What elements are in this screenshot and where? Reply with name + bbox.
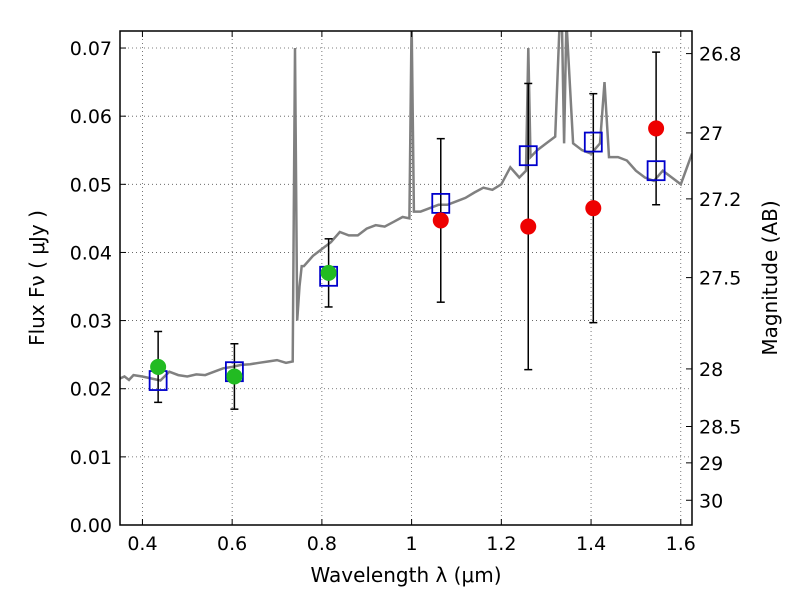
axis-ticks: 0.4 0.6 0.8 1 1.2 1.4 1.6 0.00 0.01 0.02 0.03 0.04 0…: [70, 31, 741, 555]
y-tick-label: 0.04: [70, 242, 112, 264]
errorbars: [154, 51, 661, 410]
model-square: [518, 145, 538, 167]
x-tick-label: 0.4: [127, 533, 157, 555]
y-tick-label: 0.03: [70, 311, 112, 333]
y-tick-label: 0.02: [70, 379, 112, 401]
x-axis-label: Wavelength λ (μm): [310, 563, 501, 587]
y-tick-label: 0.06: [70, 106, 112, 128]
observed-point: [226, 368, 243, 385]
right-tick-label: 29: [699, 453, 723, 475]
right-tick-label: 27.5: [699, 268, 741, 290]
right-tick-label: 28.5: [699, 417, 741, 439]
observed-point: [150, 358, 167, 375]
y-tick-label: 0.07: [70, 38, 112, 60]
observed-points: [150, 120, 665, 385]
grid: [120, 31, 692, 525]
y-tick-label: 0.00: [70, 515, 112, 537]
observed-point: [648, 120, 665, 137]
right-tick-label: 27.2: [699, 189, 741, 211]
x-tick-label: 1.4: [576, 533, 606, 555]
right-tick-label: 28: [699, 359, 723, 381]
x-tick-label: 0.6: [217, 533, 247, 555]
observed-point: [520, 218, 537, 235]
y-tick-label: 0.01: [70, 447, 112, 469]
spectrum-line: [120, 31, 692, 382]
observed-point: [320, 264, 337, 281]
observed-point: [585, 200, 602, 217]
right-tick-label: 26.8: [699, 44, 741, 66]
right-tick-label: 30: [699, 490, 723, 512]
x-tick-label: 1: [406, 533, 418, 555]
model-square: [646, 160, 666, 182]
observed-point: [432, 212, 449, 229]
model-square: [583, 131, 603, 153]
x-tick-label: 1.2: [486, 533, 516, 555]
x-tick-label: 0.8: [307, 533, 337, 555]
y-tick-label: 0.05: [70, 174, 112, 196]
right-tick-label: 27: [699, 123, 723, 145]
right-axis-label: Magnitude (AB): [758, 200, 782, 355]
model-squares: [148, 131, 666, 391]
spectrum-polyline: [120, 31, 692, 382]
x-tick-label: 1.6: [666, 533, 696, 555]
y-axis-label: Flux Fν ( μJy ): [25, 210, 49, 346]
